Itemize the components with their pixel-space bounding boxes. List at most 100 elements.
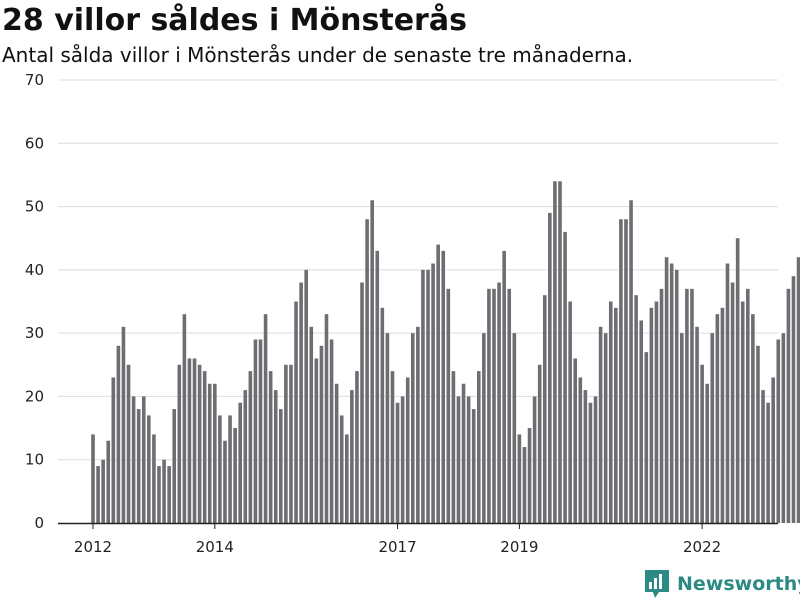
bar [659, 288, 664, 523]
bar [207, 383, 212, 523]
bar [608, 301, 613, 523]
bar [385, 333, 390, 523]
bar [345, 434, 349, 523]
bar [537, 364, 542, 523]
bar [197, 364, 202, 523]
bar [756, 345, 760, 523]
y-tick-label: 70 [25, 71, 44, 89]
bar [705, 383, 709, 523]
bar [405, 377, 410, 523]
bar [395, 402, 400, 523]
bar [664, 257, 669, 523]
bar [324, 314, 329, 523]
bar [482, 333, 486, 523]
bar [446, 288, 451, 523]
bar [669, 263, 674, 523]
x-tick-label: 2012 [74, 538, 112, 556]
bar [172, 409, 177, 523]
brand-name: Newsworthy [677, 573, 800, 595]
bar [202, 371, 207, 523]
bar [502, 250, 506, 523]
bar [593, 396, 598, 523]
bar [380, 307, 385, 523]
bar [141, 396, 146, 523]
bar [248, 371, 253, 523]
bar [548, 212, 552, 523]
bar [309, 326, 314, 523]
newsworthy-logo: Newsworthy [645, 568, 800, 600]
bar [746, 288, 750, 523]
bar [370, 200, 374, 523]
bar [136, 409, 141, 523]
x-tick-label: 2022 [683, 538, 721, 556]
y-tick-label: 60 [25, 134, 44, 152]
bar [471, 409, 476, 523]
bar [715, 314, 720, 523]
bar [314, 358, 319, 523]
bar [639, 320, 644, 523]
bar [487, 288, 491, 523]
bar [116, 345, 121, 523]
bar [177, 364, 182, 523]
bar [781, 333, 786, 523]
bar [147, 415, 151, 523]
bar [182, 314, 187, 523]
bar [390, 371, 395, 523]
bar [410, 333, 415, 523]
bar [162, 459, 166, 523]
bar [416, 326, 420, 523]
bar [786, 288, 791, 523]
bar [111, 377, 116, 523]
bar [431, 263, 435, 523]
bar [289, 364, 293, 523]
bar [436, 244, 440, 524]
bar [101, 459, 105, 523]
bar [421, 269, 425, 523]
y-tick-label: 40 [25, 261, 44, 279]
bar [598, 326, 603, 523]
bar [365, 219, 369, 523]
bar [568, 301, 572, 523]
bar [634, 295, 638, 523]
bar [796, 257, 800, 523]
bar [542, 295, 547, 523]
bar [121, 326, 126, 523]
bar [167, 466, 171, 523]
bar [456, 396, 461, 523]
bar [273, 390, 278, 523]
bar [223, 440, 227, 523]
bar [157, 466, 161, 523]
bar [131, 396, 136, 523]
bar [522, 447, 527, 523]
bar [91, 434, 95, 523]
y-tick-label: 20 [25, 387, 44, 405]
bar [492, 288, 496, 523]
bar [375, 250, 380, 523]
bar-chart-icon [645, 570, 669, 598]
bar [451, 371, 456, 523]
bar [258, 339, 263, 523]
bar [497, 282, 501, 523]
bar [339, 415, 344, 523]
bar [690, 288, 694, 523]
bar [578, 377, 583, 523]
bar [243, 390, 248, 523]
chart-subtitle: Antal sålda villor i Mönsterås under de … [2, 43, 634, 67]
chart-title: 28 villor såldes i Mönsterås [2, 3, 467, 38]
bar [735, 238, 740, 523]
bar [776, 339, 781, 523]
y-tick-label: 30 [25, 324, 44, 342]
bar [233, 428, 237, 523]
bar [441, 250, 446, 523]
y-axis-ticks: 0 10 20 30 40 50 60 70 [25, 71, 44, 532]
bar [263, 314, 268, 523]
bar [507, 288, 512, 523]
bar [512, 333, 517, 523]
bar [674, 269, 679, 523]
bar [740, 301, 745, 523]
y-tick-label: 50 [25, 198, 44, 216]
x-axis: 201220142017201920222024 [58, 522, 778, 556]
bar [238, 402, 243, 523]
bar [476, 371, 481, 523]
bar [527, 428, 532, 523]
